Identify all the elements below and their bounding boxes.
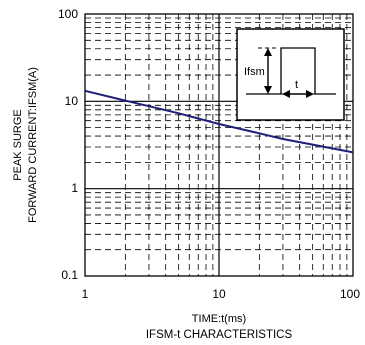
x-axis-label: TIME:t(ms) (192, 313, 246, 325)
pulse-inset: Ifsm t (236, 28, 345, 121)
y-axis-label-line1: PEAK SURGE (12, 109, 24, 181)
inset-pulse (246, 47, 336, 95)
series-line (84, 89, 354, 154)
chart-caption: IFSM-t CHARACTERISTICS (146, 329, 293, 341)
inset-ifsm-label: Ifsm (244, 66, 265, 78)
inset-arrowhead-left (282, 90, 290, 98)
inset-arrowhead-down (264, 86, 272, 94)
inset-t-label: t (295, 79, 298, 91)
x-tick-label: 1 (82, 287, 89, 301)
inset-box (236, 28, 345, 121)
series-layer (84, 89, 354, 154)
y-tick-label: 0.1 (61, 268, 78, 282)
y-tick-label: 100 (58, 7, 78, 21)
x-tick-label: 100 (340, 287, 360, 301)
inset-arrowhead-up (264, 48, 272, 56)
plot-frame (84, 13, 354, 277)
y-axis-label-line2: FORWARD CURRENT:IFSM(A) (27, 67, 39, 223)
y-tick-label: 10 (65, 94, 79, 108)
inset-arrowhead-right (306, 90, 314, 98)
x-tick-label: 10 (212, 287, 226, 301)
y-tick-label: 1 (71, 181, 78, 195)
